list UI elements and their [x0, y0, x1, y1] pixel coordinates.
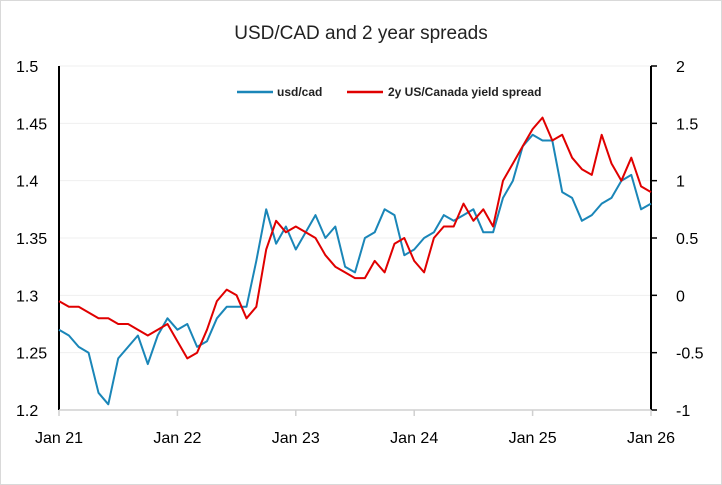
y-left-tick-label: 1.25 [16, 346, 47, 363]
legend-label-usdcad: usd/cad [277, 85, 322, 99]
y-left-tick-label: 1.5 [16, 59, 38, 76]
y-left-tick-label: 1.4 [16, 174, 38, 191]
y-right-tick-label: 2 [676, 59, 685, 76]
x-tick-label: Jan 26 [627, 430, 675, 447]
y-left-tick-label: 1.45 [16, 116, 47, 133]
y-right-tick-label: -0.5 [676, 346, 704, 363]
y-right-tick-label: 0.5 [676, 231, 698, 248]
chart-title: USD/CAD and 2 year spreads [234, 23, 487, 44]
y-left-tick-label: 1.35 [16, 231, 47, 248]
y-right-tick-label: 1.5 [676, 116, 698, 133]
x-tick-label: Jan 24 [390, 430, 438, 447]
y-right-tick-label: -1 [676, 403, 690, 420]
y-right-tick-label: 0 [676, 288, 685, 305]
x-tick-label: Jan 22 [153, 430, 201, 447]
series-line-yield-spread [58, 116, 652, 360]
y-right-tick-label: 1 [676, 174, 685, 191]
x-tick-label: Jan 21 [35, 430, 83, 447]
y-left-tick-label: 1.2 [16, 403, 38, 420]
legend: usd/cad 2y US/Canada yield spread [237, 85, 541, 99]
legend-label-spread: 2y US/Canada yield spread [388, 85, 541, 99]
y-left-tick-label: 1.3 [16, 288, 38, 305]
series-line-usdcad [58, 133, 652, 406]
x-tick-label: Jan 25 [509, 430, 557, 447]
x-tick-label: Jan 23 [272, 430, 320, 447]
